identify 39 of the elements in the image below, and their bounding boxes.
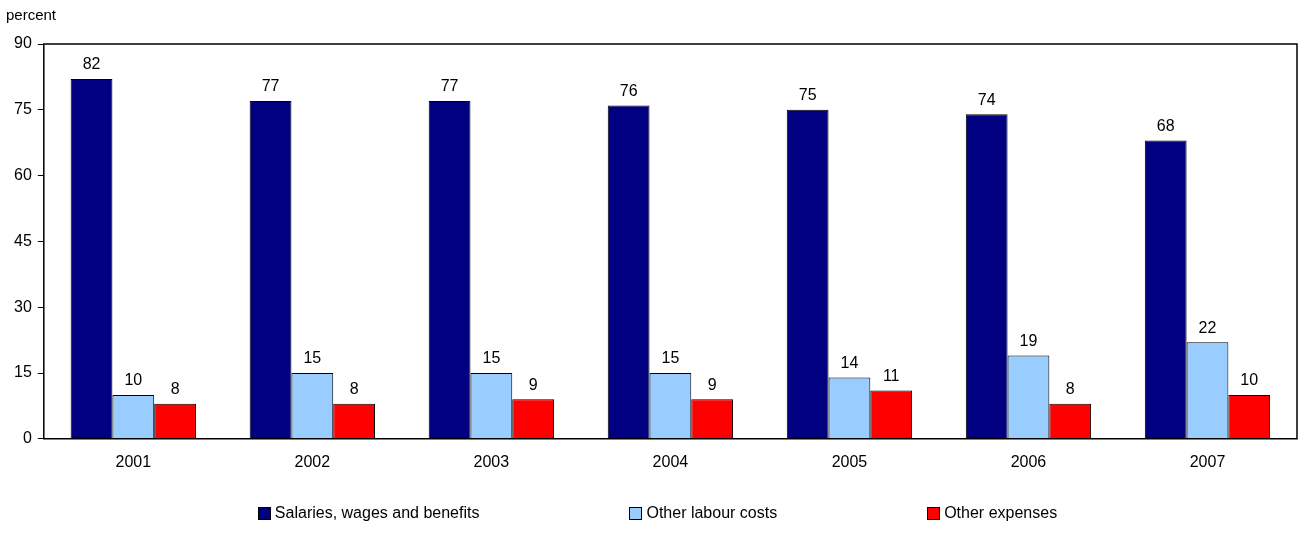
x-tick-label: 2001	[115, 452, 152, 470]
y-tick-label: 15	[14, 363, 32, 381]
data-label: 77	[261, 77, 280, 95]
y-tick-label: 30	[14, 297, 32, 315]
data-label: 8	[170, 380, 180, 398]
data-label: 74	[977, 90, 996, 108]
data-label: 19	[1019, 331, 1038, 349]
data-label: 15	[482, 349, 501, 367]
data-label: 10	[124, 371, 143, 389]
legend-label: Other expenses	[944, 504, 1058, 522]
x-tick-label: 2004	[652, 452, 689, 470]
legend-label: Salaries, wages and benefits	[274, 504, 480, 522]
x-tick-label: 2006	[1010, 452, 1047, 470]
y-tick-label: 45	[14, 231, 32, 249]
data-label: 15	[661, 349, 680, 367]
data-label: 9	[707, 375, 717, 393]
data-label: 77	[440, 77, 459, 95]
y-tick-label: 60	[14, 166, 32, 184]
y-axis-title: percent	[6, 5, 57, 23]
y-tick-label: 0	[22, 429, 32, 447]
data-label: 82	[82, 55, 101, 73]
x-tick-label: 2007	[1189, 452, 1226, 470]
data-label: 15	[303, 349, 322, 367]
data-label: 14	[840, 353, 859, 371]
data-label: 68	[1156, 116, 1175, 134]
data-label: 8	[1065, 380, 1075, 398]
data-label: 11	[882, 366, 900, 384]
data-label: 22	[1198, 318, 1217, 336]
data-label: 10	[1240, 371, 1259, 389]
data-label: 75	[798, 86, 817, 104]
legend-label: Other labour costs	[646, 504, 778, 522]
data-label: 76	[619, 81, 638, 99]
y-tick-label: 75	[14, 100, 32, 118]
x-tick-label: 2005	[831, 452, 868, 470]
data-label: 9	[528, 375, 538, 393]
x-tick-label: 2003	[473, 452, 510, 470]
data-label: 8	[349, 380, 359, 398]
y-tick-label: 90	[14, 34, 32, 52]
x-tick-label: 2002	[294, 452, 331, 470]
